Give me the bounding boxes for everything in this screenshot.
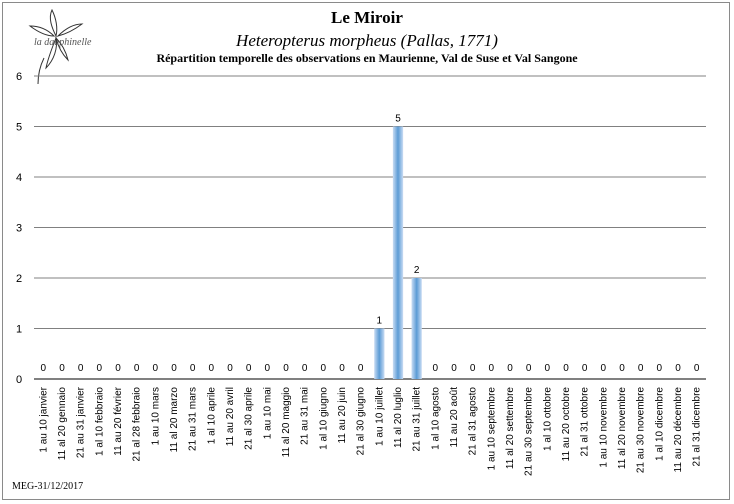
y-tick-label: 3 [16,223,22,235]
data-label: 0 [97,363,103,374]
bar [411,278,422,379]
y-tick-label: 4 [16,172,22,184]
x-axis-ticks: 1 au 10 janvier 11 al 20 gennaio 21 au 31 … [38,386,702,476]
x-tick-label: 11 al 20 maggio [281,387,292,458]
data-label: 0 [545,363,551,374]
x-tick-label: 21 au 31 mai [300,387,311,445]
x-tick-label: 11 au 20 avril [225,387,236,446]
data-label: 0 [171,363,177,374]
data-label: 0 [115,363,121,374]
x-tick-label: 1 au 10 mars [150,387,161,445]
x-tick-label: 21 al 31 ottobre [580,387,591,457]
data-label: 0 [451,363,457,374]
data-label: 0 [358,363,364,374]
x-tick-label: 1 al 10 agosto [430,387,441,450]
x-tick-label: 21 al 30 aprile [244,387,255,450]
x-tick-label: 1 al 10 febbraio [94,387,105,456]
data-label: 0 [41,363,47,374]
chart-subtitle: Heteropterus morpheus (Pallas, 1771) [236,31,498,50]
x-tick-label: 21 au 30 septembre [524,387,535,476]
y-tick-label: 2 [16,273,22,285]
x-tick-label: 11 al 20 novembre [617,387,628,470]
data-label: 0 [619,363,625,374]
x-tick-label: 21 al 30 giugno [356,387,367,456]
y-tick-label: 5 [16,122,22,134]
data-label: 0 [78,363,84,374]
bar [374,328,385,379]
x-tick-label: 11 au 20 décembre [673,387,684,473]
x-tick-label: 11 au 20 juin [337,387,348,444]
data-label: 0 [489,363,495,374]
bars [374,126,422,379]
x-tick-label: 21 al 31 dicembre [692,387,703,467]
x-tick-label: 11 al 20 luglio [393,387,404,448]
x-tick-label: 21 au 31 juillet [412,387,423,452]
data-label: 0 [134,363,140,374]
data-label: 0 [657,363,663,374]
x-tick-label: 1 al 10 ottobre [542,387,553,451]
data-label: 0 [470,363,476,374]
logo-text: la dauphinelle [34,37,92,48]
data-label: 1 [377,316,383,327]
x-tick-label: 21 au 30 novembre [636,387,647,474]
x-tick-label: 11 au 20 août [449,387,460,448]
data-label: 0 [339,363,345,374]
data-label: 0 [209,363,215,374]
x-tick-label: 21 au 31 janvier [76,386,87,458]
x-tick-label: 11 al 20 gennaio [57,387,68,461]
x-tick-label: 1 al 10 dicembre [654,387,665,461]
data-label: 0 [526,363,532,374]
y-axis-ticks: 0 1 2 3 4 5 6 [16,71,22,386]
x-tick-label: 21 au 31 mars [188,387,199,451]
x-tick-label: 21 al 31 agosto [468,387,479,456]
x-tick-label: 11 au 20 février [113,386,124,455]
data-label: 0 [265,363,271,374]
data-label: 0 [227,363,233,374]
y-tick-label: 6 [16,71,22,83]
data-label: 0 [302,363,308,374]
data-label: 0 [507,363,513,374]
bar [392,126,404,379]
x-tick-label: 1 al 10 giugno [318,387,329,450]
x-tick-label: 1 au 10 juillet [374,387,385,446]
data-label: 5 [395,114,401,125]
data-label: 0 [59,363,65,374]
data-label: 0 [675,363,681,374]
gridlines [34,75,706,380]
data-label: 0 [153,363,159,374]
chart-description: Répartition temporelle des observations … [156,51,578,65]
x-tick-label: 1 au 10 janvier [38,386,49,452]
data-label: 0 [694,363,700,374]
data-label: 0 [246,363,252,374]
x-tick-label: 11 al 20 settembre [505,387,516,470]
data-label: 0 [601,363,607,374]
data-labels: 0 0 0 0 0 0 0 0 0 0 0 0 0 0 0 0 0 0 1 5 2 0 0 0 0 0 0 0 0 0 0 0 0 0 0 0 [41,114,700,375]
flower-logo-icon [28,8,84,85]
data-label: 0 [582,363,588,374]
data-label: 2 [414,265,420,276]
y-tick-label: 0 [16,374,22,386]
y-tick-label: 1 [16,324,22,336]
chart-title: Le Miroir [331,8,403,27]
x-tick-label: 1 au 10 septembre [486,387,497,471]
data-label: 0 [283,363,289,374]
data-label: 0 [321,363,327,374]
footer-credit: MEG-31/12/2017 [12,481,84,492]
data-label: 0 [563,363,569,374]
x-tick-label: 11 al 20 marzo [169,387,180,453]
x-tick-label: 11 au 20 octobre [561,387,572,462]
x-tick-label: 1 au 10 mai [262,387,273,439]
x-tick-label: 1 al 10 aprile [206,387,217,445]
data-label: 0 [433,363,439,374]
x-tick-label: 21 al 28 febbraio [132,387,143,462]
data-label: 0 [190,363,196,374]
x-tick-label: 1 au 10 novembre [598,387,609,468]
data-label: 0 [638,363,644,374]
